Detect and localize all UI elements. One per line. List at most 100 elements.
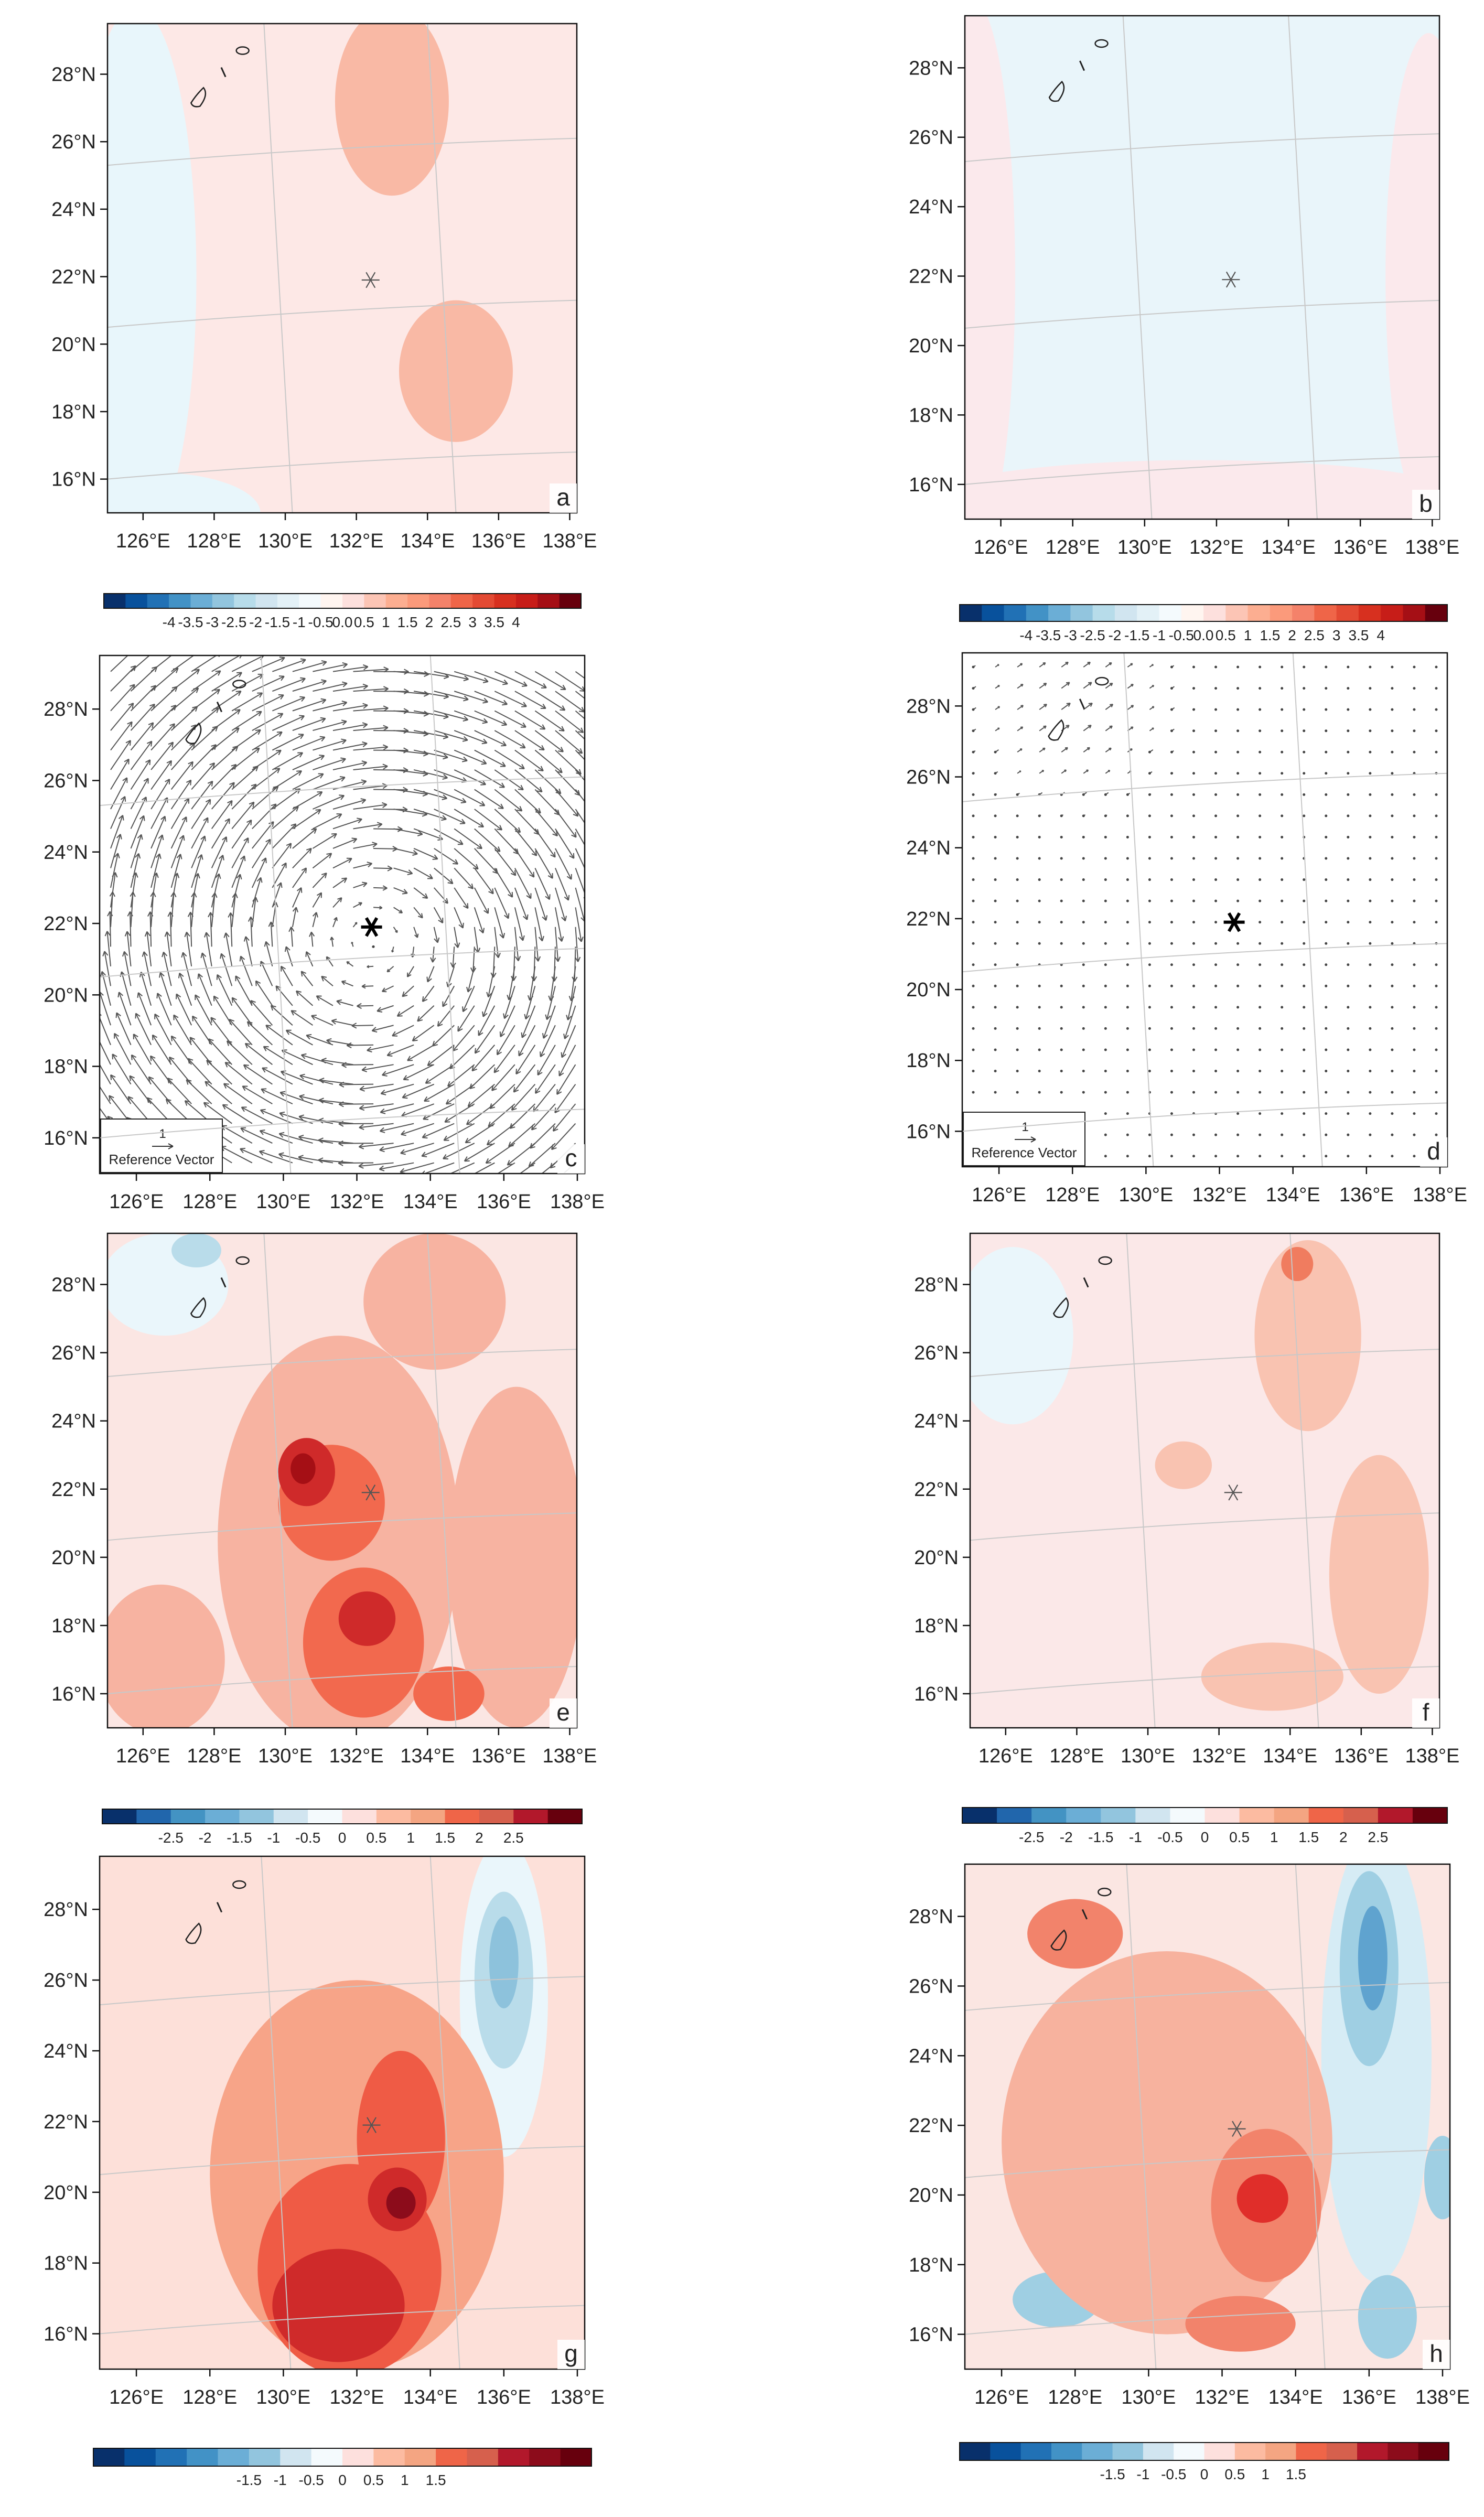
graticule-meridian (427, 23, 457, 513)
wind-vector-dot (1236, 1091, 1240, 1094)
wind-vector (116, 1012, 132, 1046)
wind-vector-head (1043, 704, 1047, 707)
wind-vector-dot (1391, 1048, 1394, 1051)
wind-vector (331, 937, 334, 947)
lon-tick-label: 128°E (1048, 2386, 1102, 2408)
lat-tick-label: 26°N (906, 767, 951, 789)
wind-vector-head (261, 1088, 267, 1094)
graticule-meridian (429, 1856, 460, 2370)
wind-vector (1061, 747, 1068, 753)
wind-vector-head (1109, 662, 1112, 665)
wind-vector-head (319, 1077, 325, 1084)
wind-vector-dot (1170, 729, 1173, 733)
wind-vector-dot (1126, 984, 1129, 987)
colorbar-tick-label: 0.0 (332, 614, 353, 630)
wind-vector-dot (1126, 1048, 1129, 1051)
wind-vector-head (297, 752, 304, 758)
colorbar-frame (959, 604, 1448, 622)
wind-vector-dot (1214, 1070, 1218, 1073)
wind-vector (292, 809, 321, 830)
colorbar-swatch (212, 594, 234, 608)
wind-vector-head (306, 847, 312, 854)
wind-vector (494, 749, 525, 769)
wind-vector-head (300, 677, 306, 683)
colorbar-swatch (529, 2448, 561, 2466)
wind-vector-head (326, 853, 332, 858)
wind-vector (469, 1064, 496, 1089)
lon-tick-label: 134°E (1261, 536, 1316, 558)
wind-vector (110, 834, 121, 868)
wind-vector-head (502, 679, 508, 685)
wind-vector-dot (1303, 1155, 1306, 1158)
colorbar-tick-label: 1.5 (435, 1830, 455, 1846)
graticule-meridian (261, 655, 292, 1174)
wind-vector (1039, 662, 1046, 668)
wind-vector-dot (1391, 878, 1394, 881)
wind-vector (224, 1062, 253, 1085)
wind-vector-head (443, 754, 448, 760)
wind-vector-head (382, 1071, 388, 1077)
wind-vector-dot (1214, 857, 1218, 860)
wind-vector-head (508, 891, 513, 898)
wind-vector (176, 993, 192, 1026)
wind-vector-dot (1148, 963, 1151, 966)
island-outline (216, 701, 223, 713)
wind-vector (225, 932, 233, 966)
wind-vector (272, 882, 282, 908)
wind-vector (353, 727, 388, 732)
wind-vector (514, 789, 541, 814)
lon-tick-label: 130°E (258, 530, 313, 552)
colorbar-swatch (1336, 605, 1359, 621)
colorbar-tick-label: 2.5 (440, 614, 461, 630)
wind-vector-dot (1192, 963, 1195, 966)
lat-tick-label: 26°N (914, 1342, 959, 1364)
wind-vector-dot (1236, 1027, 1240, 1030)
wind-vector-head (1131, 726, 1134, 729)
wind-vector-head (311, 1015, 317, 1020)
wind-vector-head (351, 941, 353, 944)
wind-vector-head (497, 825, 503, 831)
wind-vector-dot (1192, 1091, 1195, 1094)
lon-tick-label: 126°E (109, 1191, 164, 1213)
wind-vector (534, 809, 558, 836)
wind-vector-head (227, 800, 233, 806)
wind-vector-dot (1347, 984, 1350, 987)
wind-vector-dot (1325, 750, 1328, 754)
wind-vector-dot (1259, 899, 1262, 902)
wind-vector (449, 1162, 475, 1174)
lat-tick-label: 24°N (914, 1411, 959, 1433)
wind-vector (286, 1029, 313, 1046)
colorbar-tick-label: 2 (1339, 1829, 1348, 1845)
wind-vector-dot (972, 857, 975, 860)
wind-vector-head (250, 1000, 256, 1006)
colorbar-swatch (136, 1809, 171, 1824)
quiver-layer (962, 653, 1447, 1167)
wind-vector-head (443, 1154, 448, 1160)
wind-vector-head (443, 1135, 449, 1141)
colorbar-tick-label: 0 (1200, 2466, 1209, 2482)
wind-vector-head (223, 1083, 229, 1089)
wind-vector (251, 857, 266, 888)
wind-vector (130, 778, 149, 810)
wind-vector (231, 997, 253, 1026)
wind-vector-head (520, 722, 526, 728)
wind-vector-dot (1281, 1091, 1284, 1094)
graticule-meridian (429, 655, 460, 1174)
wind-vector (332, 724, 368, 732)
wind-vector (393, 867, 413, 874)
wind-vector-head (558, 1070, 564, 1077)
wind-vector-dot (1016, 1070, 1019, 1073)
wind-vector-head (257, 692, 263, 698)
wind-vector-dot (1170, 687, 1173, 690)
wind-vector-dot (994, 921, 997, 924)
wind-vector-dot (1016, 857, 1019, 860)
wind-vector (211, 855, 224, 888)
wind-vector-head (380, 1089, 386, 1095)
wind-vector (575, 769, 585, 781)
wind-vector-head (341, 1062, 347, 1068)
wind-vector (444, 1103, 475, 1123)
colorbar-swatch (218, 2448, 250, 2466)
wind-vector-dot (1170, 942, 1173, 945)
